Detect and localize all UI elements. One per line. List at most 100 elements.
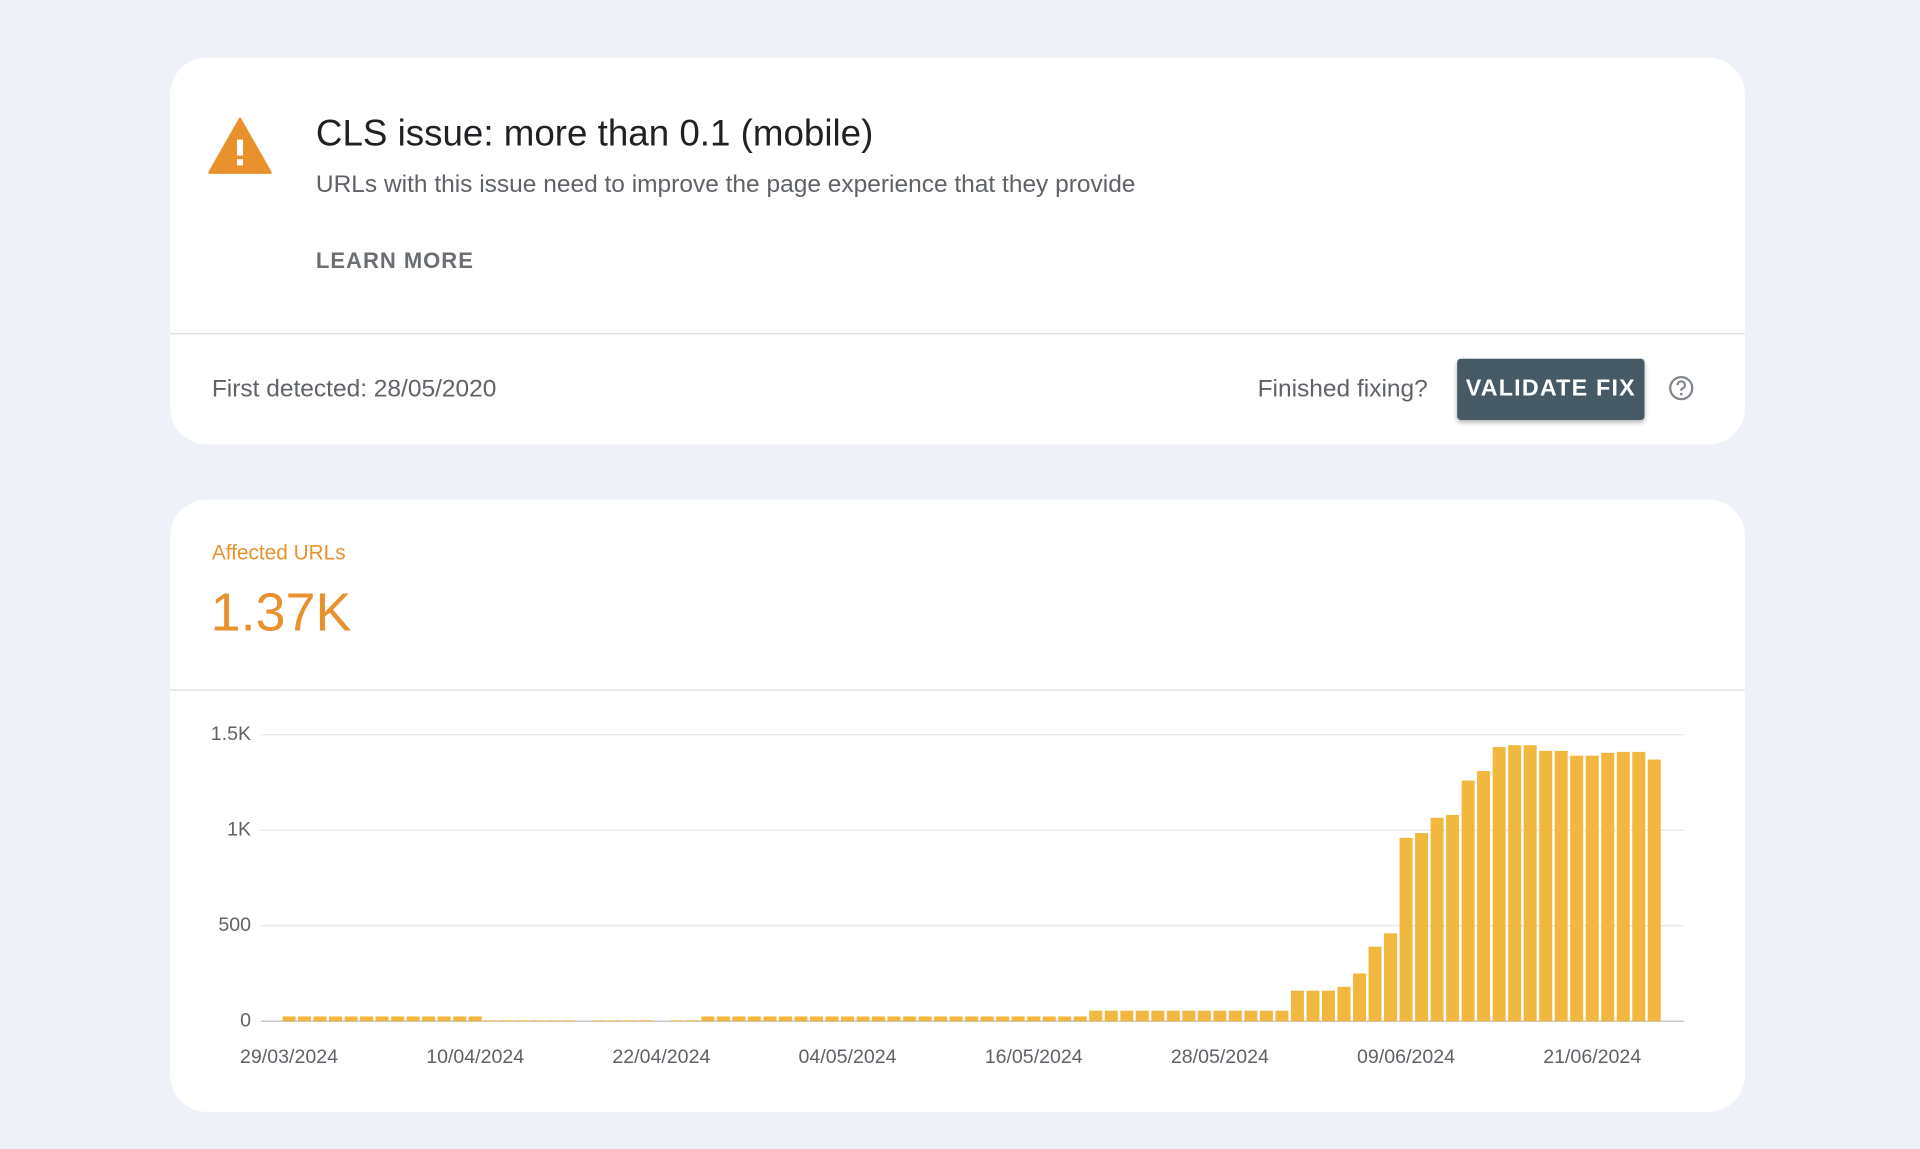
bar [1321,990,1335,1022]
bar [282,1016,296,1022]
bar [1616,751,1630,1022]
bar [1461,780,1475,1022]
bar [1197,1010,1211,1022]
bar [1368,946,1382,1022]
bar [298,1016,312,1022]
bar [980,1016,994,1022]
bar [872,1016,886,1022]
divider [170,333,1745,335]
first-detected: First detected: 28/05/2020 [211,375,497,403]
bar [1306,990,1320,1022]
bar [1073,1016,1087,1022]
bar [515,1020,529,1022]
bar [391,1016,405,1022]
bar [422,1016,436,1022]
bar [1042,1016,1056,1022]
bar [1337,986,1351,1022]
bar [1011,1016,1025,1022]
bar [1027,1016,1041,1022]
x-tick-label: 16/05/2024 [985,1046,1083,1068]
bar [1275,1010,1289,1022]
bar [778,1016,792,1022]
y-tick-label: 1K [227,818,251,840]
x-tick-label: 09/06/2024 [1357,1046,1455,1068]
bar [732,1016,746,1022]
bar [1601,752,1615,1022]
bar [1647,759,1661,1022]
help-icon[interactable] [1668,375,1695,402]
bar [1415,833,1429,1022]
bar [329,1016,343,1022]
validate-fix-button[interactable]: VALIDATE FIX [1457,358,1645,421]
bar [1135,1010,1149,1022]
bar [934,1016,948,1022]
issue-description: URLs with this issue need to improve the… [315,171,1136,199]
bar [1446,814,1460,1022]
fix-prompt: Finished fixing? [1257,375,1428,403]
bar [1166,1010,1180,1022]
bar [903,1016,917,1022]
bar [375,1016,389,1022]
bar [1228,1010,1242,1022]
x-tick-label: 29/03/2024 [240,1046,338,1068]
bar [1353,973,1366,1022]
issue-title: CLS issue: more than 0.1 (mobile) [315,113,874,155]
metric-label: Affected URLs [211,541,346,565]
bar [1477,770,1491,1022]
bar [685,1020,699,1022]
bar [1182,1010,1196,1022]
bar [841,1016,855,1022]
bar [1384,933,1398,1022]
bar [949,1016,963,1022]
bar [1539,750,1553,1022]
bar [1492,747,1506,1022]
learn-more-link[interactable]: LEARN MORE [315,248,474,274]
bar [810,1016,823,1022]
metric-value: 1.37K [210,582,352,643]
bar [1523,745,1537,1022]
bar [965,1016,979,1022]
bar [825,1016,839,1022]
bar [608,1020,622,1022]
bar [1104,1010,1118,1022]
bar [1632,751,1646,1022]
bar [1430,817,1444,1022]
x-tick-label: 28/05/2024 [1171,1046,1269,1068]
bar [1290,990,1304,1022]
x-tick-label: 22/04/2024 [612,1046,710,1068]
chart: 0 500 1K 1.5K 29/03/2024 10/04/2024 22/04/2024… [211,723,1684,1068]
bar [360,1016,374,1022]
bar [499,1020,513,1022]
bar [747,1016,761,1022]
bar [856,1016,870,1022]
warning-icon [208,117,272,174]
bar [1089,1010,1103,1022]
bar [468,1016,482,1022]
bar [716,1016,730,1022]
bar [406,1016,420,1022]
bar [623,1020,637,1022]
x-tick-label: 04/05/2024 [799,1046,897,1068]
chart-card: Affected URLs 1.37K 0 500 1K 1.5K 29/03/2024… [170,499,1745,1112]
bar [344,1016,358,1022]
issue-card: CLS issue: more than 0.1 (mobile) URLs w… [170,57,1745,445]
bar [1120,1010,1134,1022]
bar [1259,1010,1273,1022]
bar [1058,1016,1072,1022]
bar [887,1016,901,1022]
y-tick-label: 500 [218,914,251,936]
bar [484,1020,498,1022]
bar [1570,755,1584,1022]
bar [530,1020,544,1022]
bar [1213,1010,1227,1022]
bar [1244,1010,1258,1022]
bar [453,1016,467,1022]
bar [546,1020,560,1022]
bar [1151,1010,1165,1022]
y-tick-label: 0 [240,1009,251,1031]
bar [996,1016,1010,1022]
bar [918,1016,932,1022]
bar [670,1020,684,1022]
